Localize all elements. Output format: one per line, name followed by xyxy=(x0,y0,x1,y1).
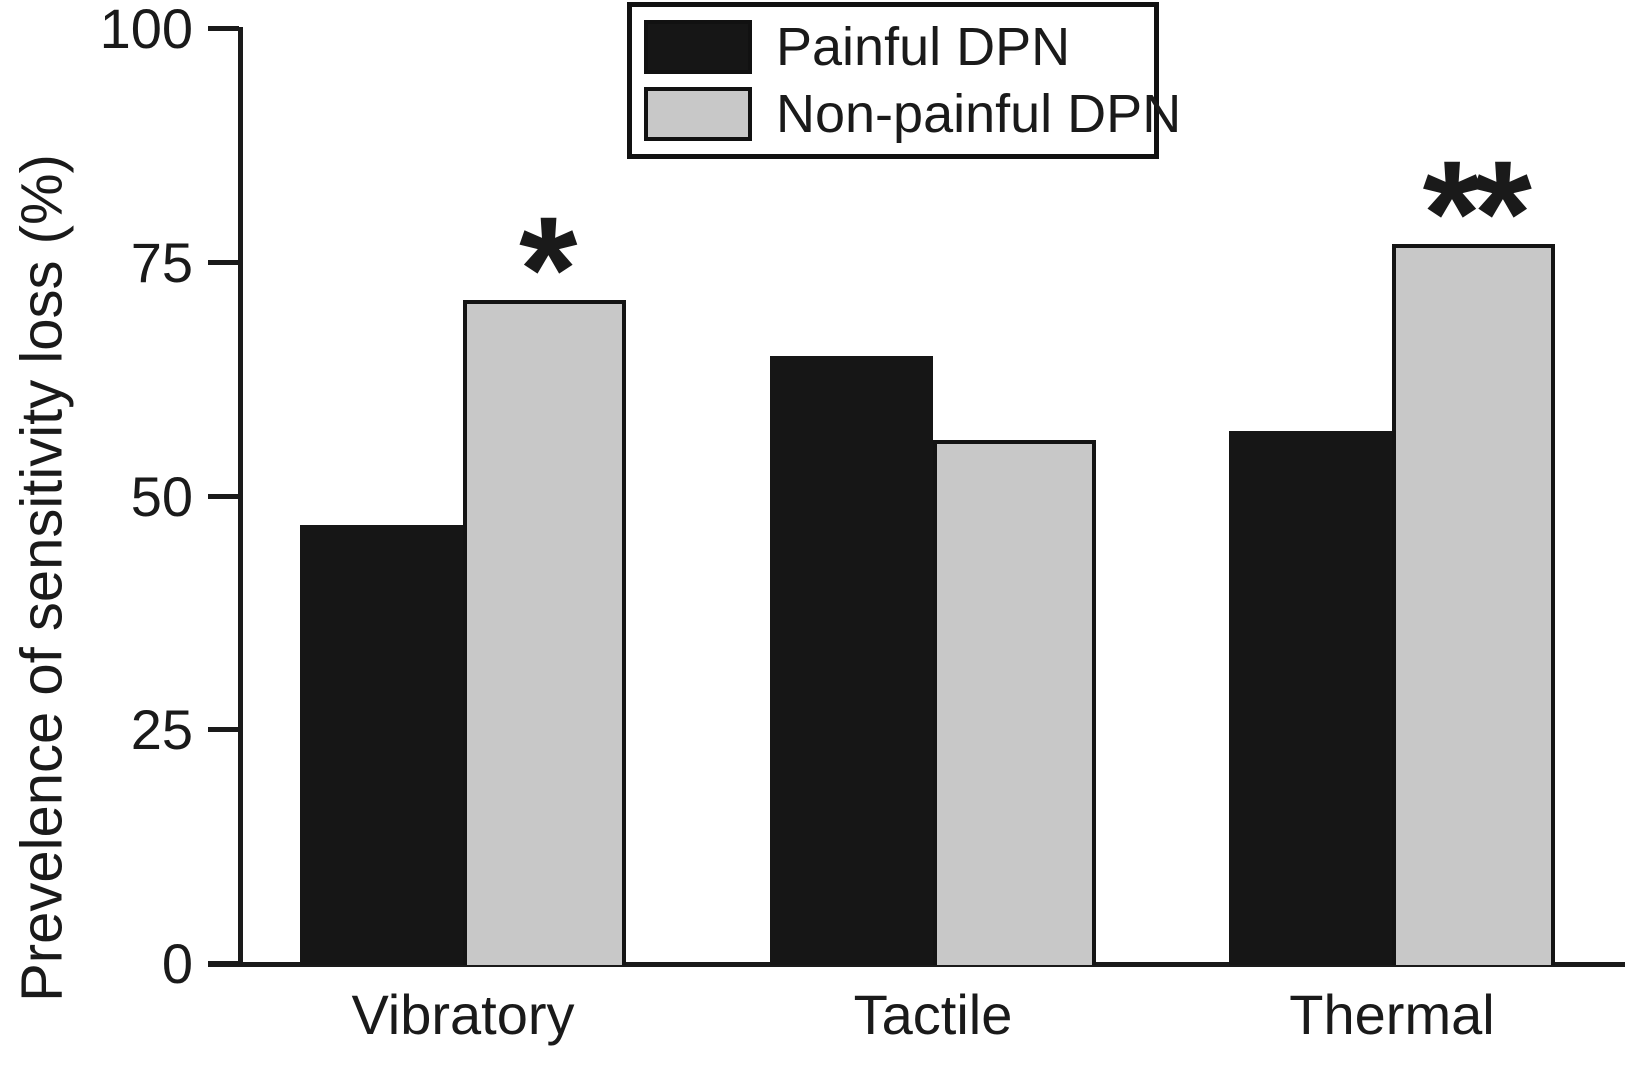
legend-label-painful-dpn: Painful DPN xyxy=(776,16,1071,77)
bar-vibratory-non-painful-dpn xyxy=(463,300,626,965)
y-tick-label-100: 100 xyxy=(99,0,193,60)
bar-thermal-non-painful-dpn xyxy=(1392,244,1555,965)
y-tick-label-0: 0 xyxy=(161,932,193,995)
y-tick-mark-50 xyxy=(208,493,239,499)
legend-swatch-non-painful-dpn xyxy=(644,87,752,142)
y-tick-mark-75 xyxy=(208,259,239,265)
legend-row-non-painful-dpn: Non-painful DPN xyxy=(644,86,1181,142)
legend-row-painful-dpn: Painful DPN xyxy=(644,19,1154,75)
bar-vibratory-painful-dpn xyxy=(300,524,463,965)
y-tick-mark-25 xyxy=(208,727,239,733)
y-tick-label-25: 25 xyxy=(130,698,193,762)
x-label-vibratory: Vibratory xyxy=(351,983,575,1046)
y-tick-mark-100 xyxy=(208,26,239,31)
bar-tactile-painful-dpn xyxy=(770,356,933,965)
legend-swatch-painful-dpn xyxy=(644,19,752,74)
legend-label-non-painful-dpn: Non-painful DPN xyxy=(776,84,1182,145)
y-tick-label-75: 75 xyxy=(130,230,193,294)
bar-tactile-non-painful-dpn xyxy=(933,440,1096,965)
significance-asterisk-vibratory: * xyxy=(519,185,577,354)
y-tick-mark-0 xyxy=(208,961,239,966)
bar-thermal-painful-dpn xyxy=(1229,431,1392,965)
legend: Painful DPN Non-painful DPN xyxy=(627,2,1181,159)
x-label-thermal: Thermal xyxy=(1289,983,1495,1046)
y-axis-line xyxy=(238,27,243,967)
significance-asterisk-thermal: ** xyxy=(1422,129,1532,298)
x-label-tactile: Tactile xyxy=(853,983,1013,1046)
y-tick-label-50: 50 xyxy=(130,464,193,528)
